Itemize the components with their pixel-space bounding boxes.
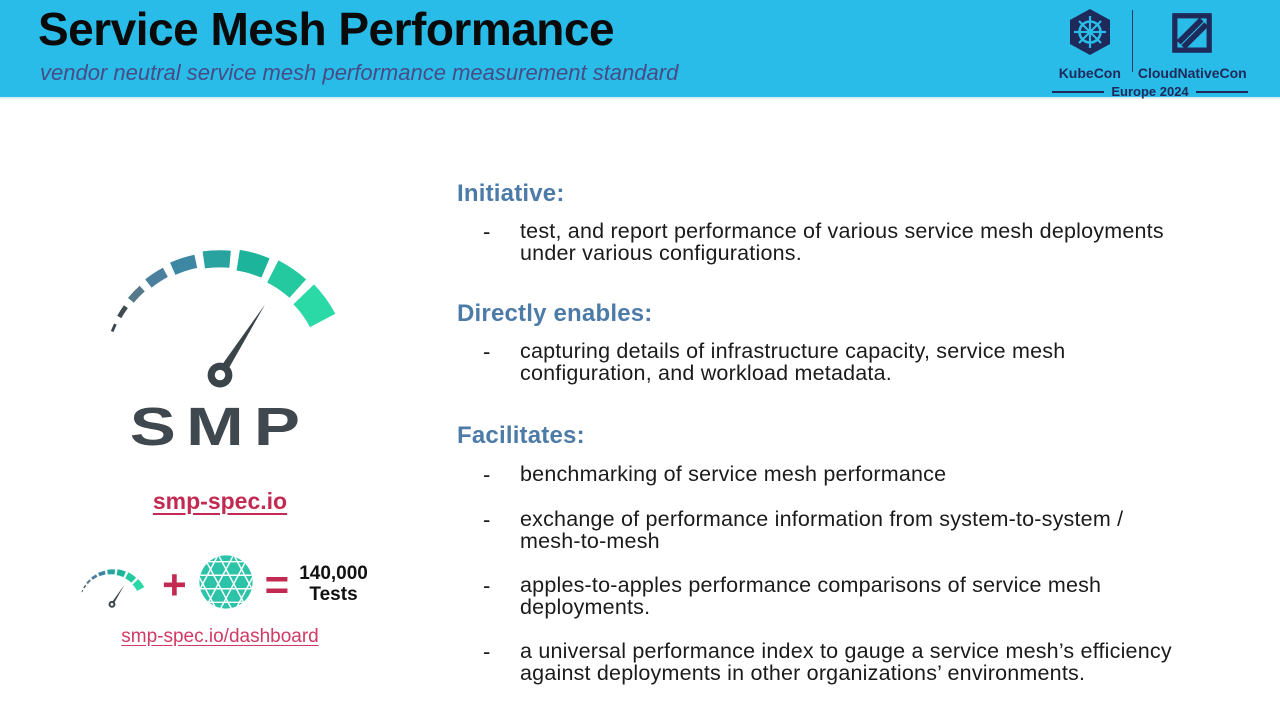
bullet-dash: - xyxy=(483,462,491,487)
content-column: Initiative: - test, and report performan… xyxy=(457,180,1217,684)
bullet-dash: - xyxy=(483,507,491,532)
bullet-text: exchange of performance information from… xyxy=(520,507,1124,553)
edition-rule-right xyxy=(1195,90,1249,93)
cloudnativecon-icon xyxy=(1171,8,1213,61)
bullet-text: capturing details of infrastructure capa… xyxy=(520,339,1066,385)
event-logo-block: KubeCon CloudNativeCon xyxy=(1052,8,1249,99)
bullet-text: apples-to-apples performance comparisons… xyxy=(520,573,1102,619)
tests-equation: + xyxy=(62,553,378,616)
page-title: Service Mesh Performance xyxy=(38,3,615,55)
tests-count: 140,000 Tests xyxy=(299,562,368,606)
list-item: - capturing details of infrastructure ca… xyxy=(457,339,1217,385)
kubecon-label: KubeCon xyxy=(1058,65,1121,81)
list-item: - exchange of performance information fr… xyxy=(457,507,1217,553)
bullet-text: benchmarking of service mesh performance xyxy=(520,462,947,486)
section-directly-enables: Directly enables: - capturing details of… xyxy=(457,300,1217,384)
event-edition-label: Europe 2024 xyxy=(1111,84,1189,99)
cloudnativecon-label: CloudNativeCon xyxy=(1137,65,1247,81)
gauge-mini-icon xyxy=(81,569,145,609)
section-heading: Facilitates: xyxy=(457,422,585,449)
kubecon-helm-icon xyxy=(1067,8,1113,61)
bullet-text: a universal performance index to gauge a… xyxy=(520,639,1172,685)
smp-spec-link[interactable]: smp-spec.io xyxy=(152,488,288,515)
bullet-dash: - xyxy=(483,219,491,244)
section-heading: Initiative: xyxy=(457,180,565,207)
edition-rule-left xyxy=(1052,90,1105,93)
section-facilitates: Facilitates: - benchmarking of service m… xyxy=(457,422,1217,684)
dashboard-link[interactable]: smp-spec.io/dashboard xyxy=(121,626,319,648)
page-subtitle: vendor neutral service mesh performance … xyxy=(40,60,679,85)
bullet-dash: - xyxy=(483,573,491,598)
section-initiative: Initiative: - test, and report performan… xyxy=(457,180,1217,264)
event-logo-divider xyxy=(1131,10,1133,72)
plus-icon: + xyxy=(162,560,187,608)
tests-count-value: 140,000 xyxy=(299,562,368,584)
bullet-dash: - xyxy=(483,339,491,364)
list-item: - apples-to-apples performance compariso… xyxy=(457,573,1217,619)
list-item: - benchmarking of service mesh performan… xyxy=(457,462,1217,487)
smp-wordmark: SMP xyxy=(129,397,311,458)
smp-gauge-logo-icon xyxy=(110,249,336,388)
left-column: SMP smp-spec.io + xyxy=(62,213,378,648)
list-item: - test, and report performance of variou… xyxy=(457,219,1217,265)
section-heading: Directly enables: xyxy=(457,300,653,327)
header-band: Service Mesh Performance vendor neutral … xyxy=(0,0,1280,99)
list-item: - a universal performance index to gauge… xyxy=(457,639,1217,685)
mesh-sphere-icon xyxy=(197,553,255,616)
bullet-dash: - xyxy=(483,639,491,664)
tests-count-label: Tests xyxy=(309,583,358,605)
bullet-text: test, and report performance of various … xyxy=(520,219,1164,265)
equals-icon: = xyxy=(264,560,290,608)
